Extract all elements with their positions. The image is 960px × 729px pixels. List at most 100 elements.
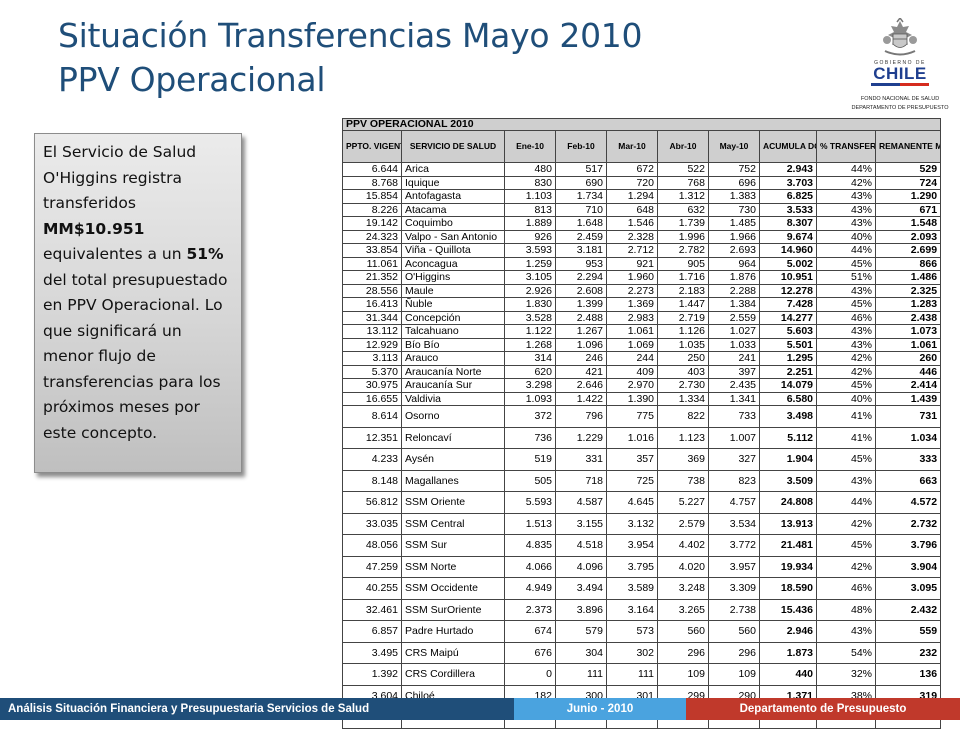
ppto-cell: 31.344 (342, 310, 402, 325)
gobierno-chile-logo: GOBIERNO DE CHILE FONDO NACIONAL DE SALU… (845, 18, 955, 111)
remanente-cell: 1.283 (874, 297, 942, 312)
servicio-cell: Valpo - San Antonio (401, 229, 505, 244)
table-row: 13.112 Talcahuano 1.122 1.267 1.061 1.126 1.02… (342, 324, 942, 339)
table-row: 30.975 Araucanía Sur 3.298 2.646 2.970 2.730 2… (342, 378, 942, 393)
abr-cell: 905 (657, 256, 709, 271)
feb-cell: 111 (555, 663, 607, 686)
feb-cell: 690 (555, 175, 607, 190)
acumulado-cell: 5.603 (759, 324, 817, 339)
may-cell: 1.876 (708, 270, 760, 285)
remanente-cell: 1.486 (874, 270, 942, 285)
servicio-cell: Concepción (401, 310, 505, 325)
abr-cell: 250 (657, 351, 709, 366)
feb-cell: 1.229 (555, 426, 607, 449)
feb-cell: 1.399 (555, 297, 607, 312)
acumulado-cell: 9.674 (759, 229, 817, 244)
abr-cell: 2.782 (657, 243, 709, 258)
transferido-cell: 40% (816, 391, 876, 406)
servicio-cell: SSM Central (401, 512, 505, 535)
table-row: 6.644 Arica 480 517 672 522 752 2.943 44% 529 (342, 162, 942, 177)
feb-cell: 2.459 (555, 229, 607, 244)
table-row: 32.461 SSM SurOriente 2.373 3.896 3.164 3.265… (342, 598, 942, 621)
abr-cell: 4.020 (657, 555, 709, 578)
coat-of-arms-icon (883, 18, 917, 56)
table-row: 1.392 CRS Cordillera 0 111 111 109 109 440 32% 13… (342, 663, 942, 686)
acumulado-cell: 5.002 (759, 256, 817, 271)
table-row: 8.148 Magallanes 505 718 725 738 823 3.509 43% 66… (342, 469, 942, 492)
may-cell: 3.957 (708, 555, 760, 578)
feb-cell: 796 (555, 405, 607, 428)
servicio-cell: Magallanes (401, 469, 505, 492)
acumulado-cell: 5.501 (759, 337, 817, 352)
logo-fondo-text: FONDO NACIONAL DE SALUD (860, 96, 940, 102)
transferido-cell: 42% (816, 555, 876, 578)
remanente-cell: 2.732 (874, 512, 942, 535)
acumulado-cell: 14.079 (759, 378, 817, 393)
transferido-cell: 42% (816, 512, 876, 535)
ppto-cell: 32.461 (342, 598, 402, 621)
may-cell: 1.033 (708, 337, 760, 352)
servicio-cell: CRS Maipú (401, 641, 505, 664)
table-row: 3.495 CRS Maipú 676 304 302 296 296 1.873 54% 232 (342, 641, 942, 664)
abr-cell: 5.227 (657, 491, 709, 514)
acumulado-cell: 10.951 (759, 270, 817, 285)
feb-cell: 3.155 (555, 512, 607, 535)
ppto-cell: 8.614 (342, 405, 402, 428)
ene-cell: 2.373 (504, 598, 556, 621)
feb-cell: 1.267 (555, 324, 607, 339)
may-cell: 1.384 (708, 297, 760, 312)
abr-cell: 369 (657, 448, 709, 471)
mar-cell: 2.273 (606, 283, 658, 298)
ene-cell: 676 (504, 641, 556, 664)
abr-cell: 2.579 (657, 512, 709, 535)
acumulado-cell: 3.509 (759, 469, 817, 492)
servicio-cell: Arauco (401, 351, 505, 366)
mar-cell: 244 (606, 351, 658, 366)
ppto-cell: 6.644 (342, 162, 402, 177)
may-cell: 109 (708, 663, 760, 686)
transferido-cell: 42% (816, 351, 876, 366)
ppv-table: PPV OPERACIONAL 2010 PPTO. VIGENTE EN TR… (341, 118, 942, 729)
acumulado-cell: 7.428 (759, 297, 817, 312)
mar-cell: 3.795 (606, 555, 658, 578)
transferido-cell: 43% (816, 620, 876, 643)
abr-cell: 1.035 (657, 337, 709, 352)
remanente-cell: 1.061 (874, 337, 942, 352)
feb-cell: 304 (555, 641, 607, 664)
ppto-cell: 8.226 (342, 202, 402, 217)
acumulado-cell: 18.590 (759, 577, 817, 600)
ene-cell: 1.268 (504, 337, 556, 352)
transferido-cell: 44% (816, 491, 876, 514)
acumulado-cell: 12.278 (759, 283, 817, 298)
ppto-cell: 15.854 (342, 189, 402, 204)
servicio-cell: Bío Bío (401, 337, 505, 352)
servicio-cell: Maule (401, 283, 505, 298)
slide-title-line2: PPV Operacional (58, 60, 326, 99)
transferido-cell: 43% (816, 202, 876, 217)
remanente-cell: 529 (874, 162, 942, 177)
table-row: 8.226 Atacama 813 710 648 632 730 3.533 43% 671 (342, 202, 942, 217)
table-row: 16.655 Valdivia 1.093 1.422 1.390 1.334 1.341 6… (342, 391, 942, 406)
abr-cell: 768 (657, 175, 709, 190)
may-cell: 1.485 (708, 216, 760, 231)
remanente-cell: 1.548 (874, 216, 942, 231)
servicio-cell: Coquimbo (401, 216, 505, 231)
servicio-cell: SSM Oriente (401, 491, 505, 514)
mar-cell: 1.069 (606, 337, 658, 352)
ppto-cell: 30.975 (342, 378, 402, 393)
ene-cell: 620 (504, 364, 556, 379)
ppto-cell: 3.495 (342, 641, 402, 664)
ene-cell: 4.949 (504, 577, 556, 600)
remanente-cell: 1.290 (874, 189, 942, 204)
ppto-cell: 11.061 (342, 256, 402, 271)
abr-cell: 2.183 (657, 283, 709, 298)
acumulado-cell: 3.498 (759, 405, 817, 428)
may-cell: 1.966 (708, 229, 760, 244)
acumulado-cell: 6.825 (759, 189, 817, 204)
acumulado-cell: 24.808 (759, 491, 817, 514)
column-header: Mar-10 (606, 130, 658, 163)
remanente-cell: 663 (874, 469, 942, 492)
table-row: 47.259 SSM Norte 4.066 4.096 3.795 4.020 3.957… (342, 555, 942, 578)
feb-cell: 2.646 (555, 378, 607, 393)
acumulado-cell: 5.112 (759, 426, 817, 449)
